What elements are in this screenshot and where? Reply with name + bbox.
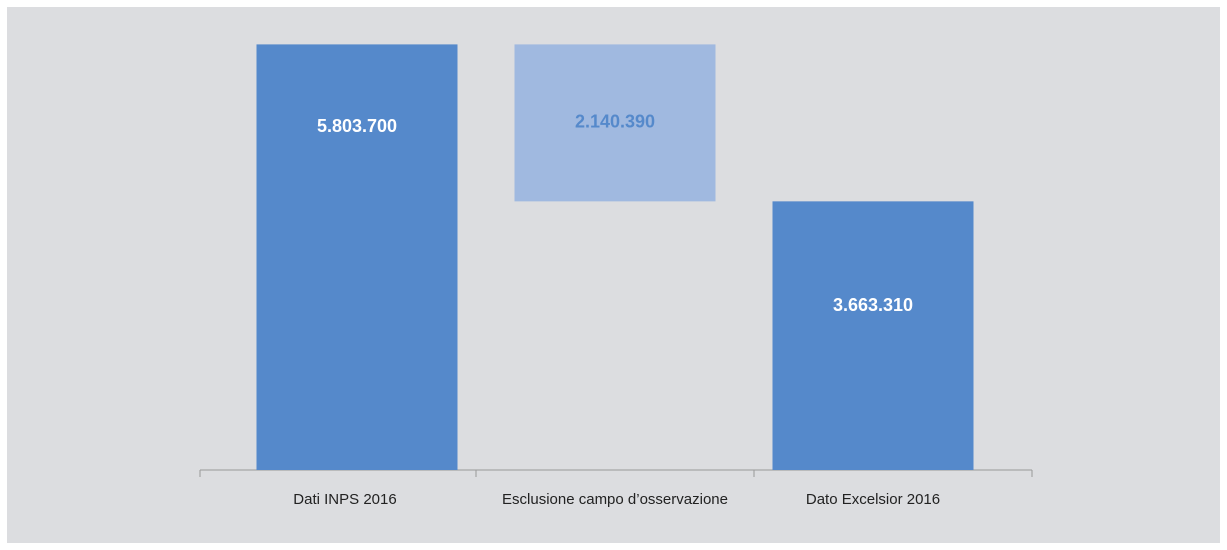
bar: [256, 44, 458, 471]
x-tick-label: Esclusione campo d’osservazione: [502, 491, 728, 508]
data-label: 3.663.310: [833, 295, 913, 315]
x-tick-label: Dati INPS 2016: [293, 491, 396, 508]
data-label: 2.140.390: [575, 112, 655, 132]
data-label: 5.803.700: [317, 116, 397, 136]
x-tick-label: Dato Excelsior 2016: [806, 491, 940, 508]
bar: [514, 44, 716, 202]
bar: [772, 201, 974, 470]
